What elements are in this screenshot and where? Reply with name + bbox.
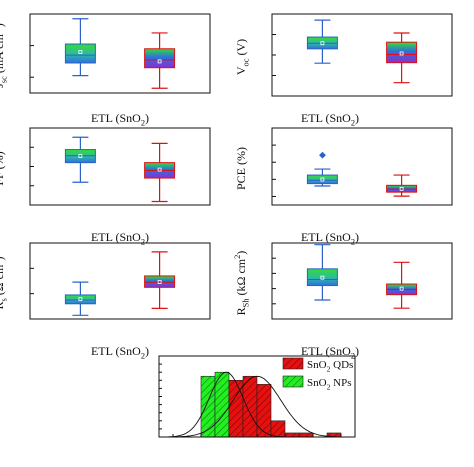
legend-label-qds: SnO2 QDs (307, 359, 353, 373)
plot-frame (271, 13, 453, 97)
box-panel-4: PCE (%) ◆ ETL (SnO2) (234, 127, 453, 247)
fit-curve-qds (159, 375, 355, 438)
y-axis-label: FF (%) (0, 151, 6, 185)
mean-marker (399, 51, 404, 56)
mean-marker (78, 297, 83, 301)
box-panel-5: Rs (Ω cm2) ETL (SnO2) (0, 242, 211, 361)
iqr-box (306, 174, 338, 185)
box-panel-2: Voc (V) ETL (SnO2) (234, 13, 453, 128)
legend-swatch-nps (282, 375, 304, 388)
mean-marker (157, 167, 162, 172)
box-qds (64, 18, 96, 77)
mean-marker (320, 275, 325, 280)
mean-marker (78, 50, 83, 54)
iqr-box (386, 41, 418, 64)
mean-marker (399, 286, 404, 291)
y-axis-label: Rs (Ω cm2) (0, 256, 9, 309)
plot-frame (29, 242, 211, 320)
y-axis-label: RSh (kΩ cm2) (233, 251, 250, 316)
plot-frame (29, 127, 211, 206)
mean-marker (320, 41, 325, 46)
box-nps (144, 251, 176, 309)
histogram-panel: SnO2 QDs SnO2 NPs (158, 355, 356, 438)
x-axis-label: ETL (SnO2) (91, 111, 149, 128)
mean-marker (157, 280, 162, 284)
mean-marker (399, 186, 404, 191)
hist-bar-qds (242, 375, 258, 438)
mean-marker (320, 177, 325, 182)
box-nps (144, 142, 176, 203)
box-panel-6: RSh (kΩ cm2)ETL (SnO2) (233, 242, 453, 361)
legend-label-nps: SnO2 NPs (307, 377, 352, 391)
box-nps (386, 32, 418, 84)
outlier-marker: ◆ (319, 150, 326, 160)
iqr-box (306, 268, 338, 287)
y-axis-label: PCE (%) (234, 147, 248, 190)
x-axis-label: ETL (SnO2) (91, 230, 149, 247)
box-nps (144, 32, 176, 89)
plot-frame (271, 127, 453, 206)
box-qds (64, 136, 96, 183)
iqr-box (144, 275, 176, 288)
x-axis-label: ETL (SnO2) (301, 111, 359, 128)
legend: SnO2 QDs SnO2 NPs (282, 357, 353, 391)
box-qds (64, 281, 96, 316)
plot-frame (29, 13, 211, 94)
hist-bar-qds (298, 432, 314, 438)
plot-frame (271, 242, 453, 320)
box-qds (306, 19, 338, 64)
hist-bar-qds (284, 432, 300, 438)
y-axis-label: Voc (V) (234, 39, 251, 75)
hist-bar-qds (270, 420, 286, 438)
hist-bar-qds (256, 384, 272, 438)
x-axis-label: ETL (SnO2) (91, 344, 149, 361)
box-qds (306, 244, 338, 301)
mean-marker (78, 154, 83, 159)
box-panel-1: Jsc (mA cm-2) ETL (SnO2) (0, 13, 211, 128)
hist-bar-nps (200, 375, 216, 438)
y-axis-label: Jsc (mA cm-2) (0, 23, 9, 88)
iqr-box (144, 48, 176, 69)
box-panel-3: FF (%) ETL (SnO2) (0, 127, 211, 247)
iqr-box (64, 294, 96, 305)
box-nps (386, 261, 418, 309)
mean-marker (157, 59, 162, 64)
legend-swatch-qds (282, 357, 304, 370)
box-qds: ◆ (306, 150, 338, 187)
x-axis-label: ETL (SnO2) (301, 230, 359, 247)
box-nps (386, 174, 418, 197)
